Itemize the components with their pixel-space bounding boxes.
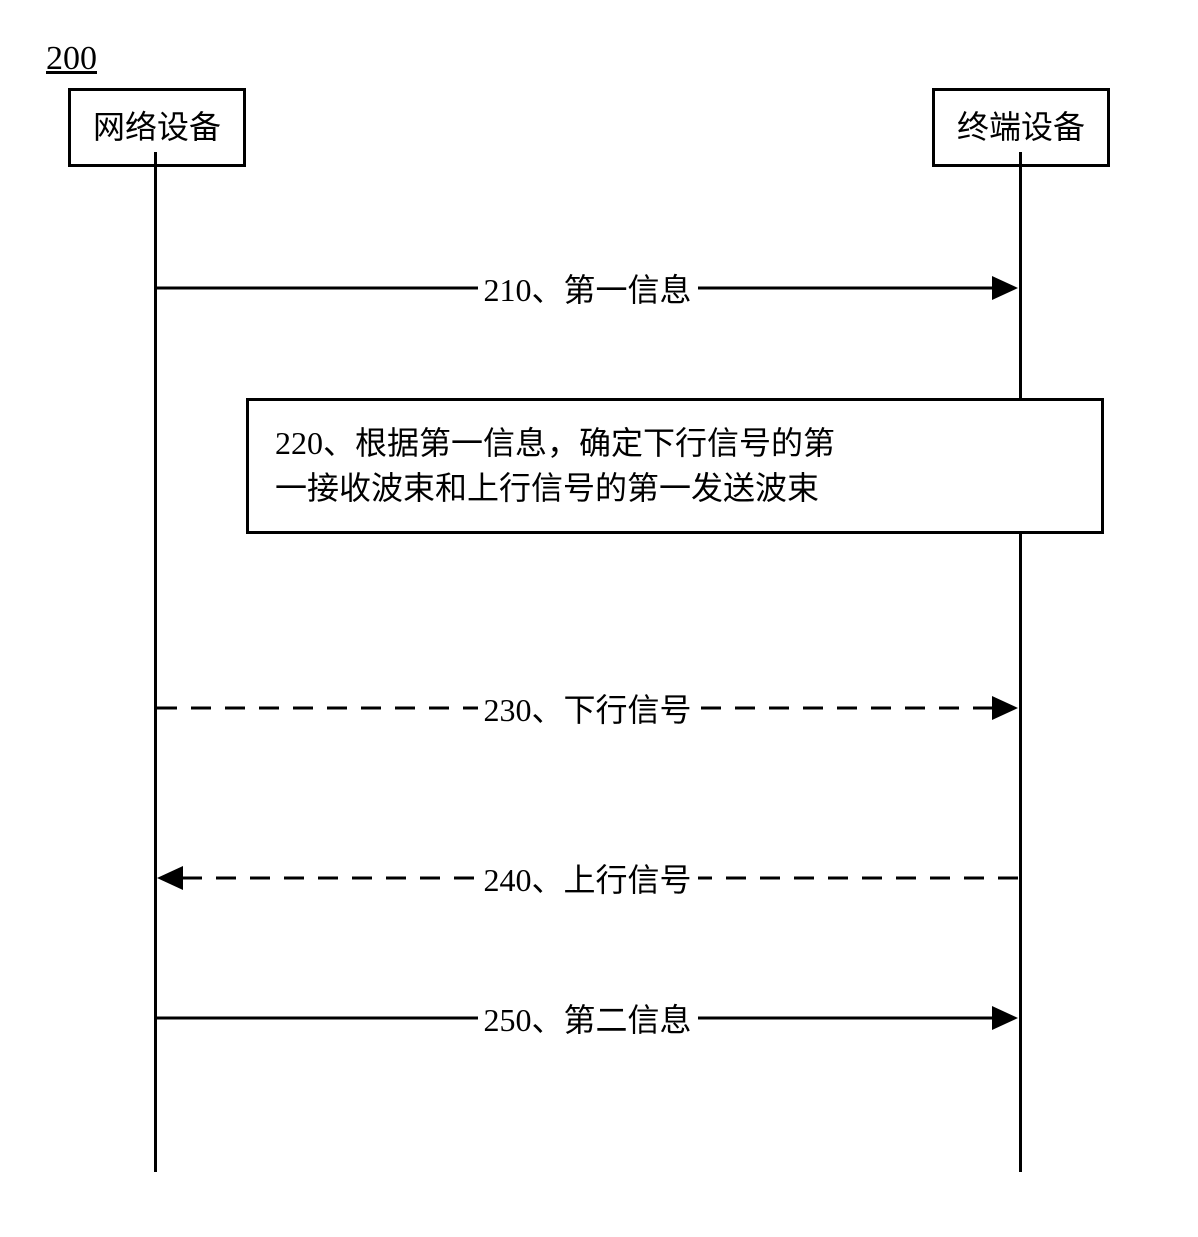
message-arrow-head: [157, 866, 183, 890]
message-arrow-head: [992, 696, 1018, 720]
message-label: 240、上行信号: [477, 855, 697, 901]
process-text-line: 220、根据第一信息，确定下行信号的第: [275, 425, 835, 461]
lifeline-network-device: [154, 152, 157, 1172]
process-text-line: 一接收波束和上行信号的第一发送波束: [275, 470, 819, 506]
message-arrow-head: [992, 1006, 1018, 1030]
lifeline-terminal-device: [1019, 152, 1022, 1172]
figure-label: 200: [46, 40, 1148, 78]
sequence-diagram: 网络设备 终端设备 220、根据第一信息，确定下行信号的第 一接收波束和上行信号…: [50, 88, 1148, 1178]
message-label: 250、第二信息: [477, 995, 697, 1041]
message-label: 210、第一信息: [477, 265, 697, 311]
message-label: 230、下行信号: [477, 685, 697, 731]
message-arrow-head: [992, 276, 1018, 300]
participant-label: 终端设备: [957, 109, 1085, 145]
step-220-process-box: 220、根据第一信息，确定下行信号的第 一接收波束和上行信号的第一发送波束: [246, 398, 1104, 534]
participant-label: 网络设备: [93, 109, 221, 145]
participant-network-device: 网络设备: [68, 88, 246, 167]
